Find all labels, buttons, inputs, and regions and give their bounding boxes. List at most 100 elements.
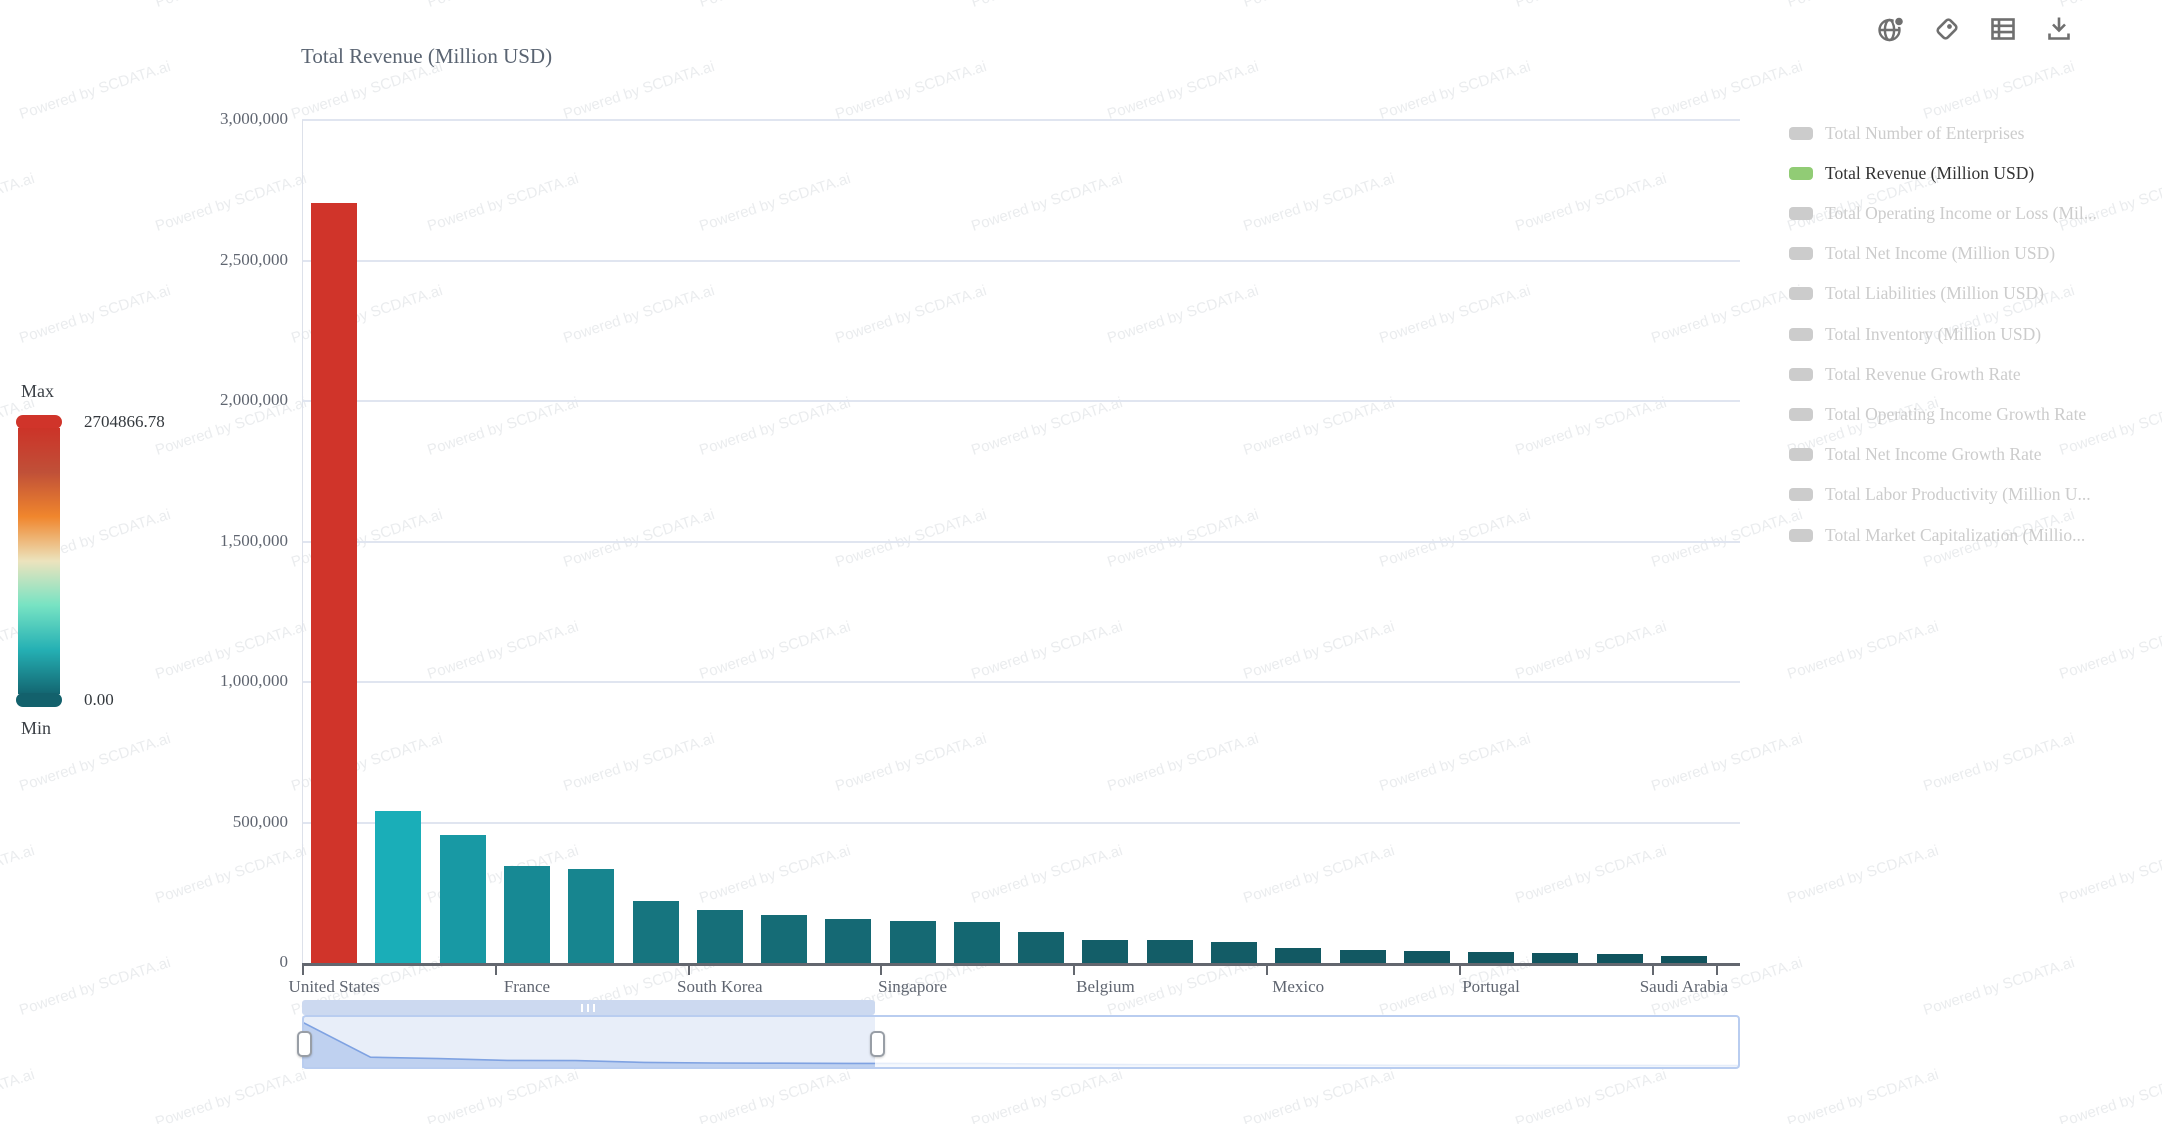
watermark-text: Powered by SCDATA.ai <box>1649 730 1805 795</box>
download-icon[interactable] <box>2044 14 2074 44</box>
legend-swatch-icon <box>1789 407 1813 421</box>
gridline <box>302 400 1740 402</box>
bar-rank-5[interactable] <box>568 869 615 963</box>
bar-rank-11[interactable] <box>953 922 1000 963</box>
watermark-text: Powered by SCDATA.ai <box>0 842 37 907</box>
y-axis-label: 1,500,000 <box>220 530 288 550</box>
watermark-text: Powered by SCDATA.ai <box>697 842 853 907</box>
watermark-text: Powered by SCDATA.ai <box>969 842 1125 907</box>
legend-item-10[interactable]: Total Labor Productivity (Million U... <box>1789 482 2091 508</box>
bar-rank-20[interactable] <box>1532 952 1579 963</box>
bar-rank-9[interactable] <box>825 918 872 963</box>
x-axis-label: Singapore <box>878 977 948 996</box>
watermark-text: Powered by SCDATA.ai <box>1921 730 2077 795</box>
legend-item-3[interactable]: Total Operating Income or Loss (Mil... <box>1789 200 2097 226</box>
legend-item-label: Total Revenue Growth Rate <box>1825 363 2021 384</box>
bar-united-states[interactable] <box>311 202 358 963</box>
watermark-text: Powered by SCDATA.ai <box>1241 618 1397 683</box>
x-axis-tick <box>1716 966 1718 975</box>
legend-item-label: Total Operating Income or Loss (Mil... <box>1825 202 2097 223</box>
data-zoom-move-bar[interactable] <box>302 1000 875 1015</box>
bar-portugal[interactable] <box>1468 952 1515 963</box>
watermark-text: Powered by SCDATA.ai <box>0 0 37 11</box>
globe-icon[interactable] <box>1876 14 1906 44</box>
bar-rank-3[interactable] <box>439 835 486 963</box>
watermark-text: Powered by SCDATA.ai <box>697 170 853 235</box>
watermark-text: Powered by SCDATA.ai <box>697 394 853 459</box>
legend-item-6[interactable]: Total Inventory (Million USD) <box>1789 321 2041 347</box>
gridline <box>302 821 1740 824</box>
watermark-text: Powered by SCDATA.ai <box>561 506 717 571</box>
y-axis-label: 500,000 <box>232 811 288 831</box>
tag-icon[interactable] <box>1932 14 1962 44</box>
watermark-text: Powered by SCDATA.ai <box>1241 0 1396 11</box>
legend-item-label: Total Net Income Growth Rate <box>1825 444 2042 465</box>
watermark-text: Powered by SCDATA.ai <box>969 170 1125 235</box>
bar-saudi-arabia[interactable] <box>1660 955 1707 963</box>
bar-rank-17[interactable] <box>1339 950 1386 963</box>
data-zoom-grip-icon[interactable] <box>581 1004 595 1012</box>
bar-rank-14[interactable] <box>1146 940 1193 963</box>
legend-item-label: Total Number of Enterprises <box>1825 122 2025 143</box>
bar-rank-6[interactable] <box>632 900 679 963</box>
bar-mexico[interactable] <box>1275 948 1322 963</box>
legend-item-5[interactable]: Total Liabilities (Million USD) <box>1789 281 2044 307</box>
watermark-text: Powered by SCDATA.ai <box>1921 954 2077 1019</box>
x-axis-label: Saudi Arabia <box>1639 977 1728 996</box>
visual-map-min-label: Min <box>21 718 52 738</box>
bar-belgium[interactable] <box>1082 939 1129 963</box>
legend-swatch-icon <box>1789 126 1813 140</box>
watermark-text: Powered by SCDATA.ai <box>1649 282 1805 347</box>
bar-south-korea[interactable] <box>696 910 743 963</box>
watermark-text: Powered by SCDATA.ai <box>425 170 581 235</box>
legend-item-8[interactable]: Total Operating Income Growth Rate <box>1789 401 2086 427</box>
bar-rank-2[interactable] <box>375 811 422 963</box>
data-zoom-selection <box>302 1016 875 1068</box>
chart-title: Total Revenue (Million USD) <box>301 44 553 68</box>
data-zoom-left-handle[interactable] <box>297 1031 312 1057</box>
watermark-text: Powered by SCDATA.ai <box>153 1066 309 1124</box>
bar-rank-8[interactable] <box>761 915 808 963</box>
x-axis-label: United States <box>288 977 380 996</box>
legend-item-1[interactable]: Total Number of Enterprises <box>1789 120 2024 146</box>
x-axis-tick <box>1073 966 1076 975</box>
bar-rank-15[interactable] <box>1210 941 1257 963</box>
legend-item-7[interactable]: Total Revenue Growth Rate <box>1789 361 2021 387</box>
x-axis-tick <box>1266 966 1269 975</box>
data-zoom-right-handle[interactable] <box>870 1031 885 1057</box>
bar-singapore[interactable] <box>889 920 936 963</box>
y-axis-label: 1,000,000 <box>220 671 288 690</box>
x-axis-tick <box>1651 966 1654 975</box>
bar-france[interactable] <box>503 866 550 963</box>
watermark-text: Powered by SCDATA.ai <box>1241 842 1397 907</box>
watermark-text: Powered by SCDATA.ai <box>1105 506 1261 571</box>
watermark-text: Powered by SCDATA.ai <box>153 170 309 235</box>
gridline <box>302 681 1740 683</box>
visual-map-min-handle <box>16 693 62 707</box>
legend-item-label: Total Inventory (Million USD) <box>1825 323 2042 344</box>
watermark-text: Powered by SCDATA.ai <box>1513 394 1669 459</box>
watermark-text: Powered by SCDATA.ai <box>1241 394 1397 459</box>
watermark-text: Powered by SCDATA.ai <box>425 618 581 683</box>
watermark-text: Powered by SCDATA.ai <box>1377 730 1533 795</box>
legend-item-9[interactable]: Total Net Income Growth Rate <box>1789 442 2042 468</box>
watermark-text: Powered by SCDATA.ai <box>833 282 989 347</box>
legend-item-4[interactable]: Total Net Income (Million USD) <box>1789 241 2055 267</box>
watermark-text: Powered by SCDATA.ai <box>697 0 852 11</box>
bar-rank-18[interactable] <box>1403 951 1450 963</box>
watermark-text: Powered by SCDATA.ai <box>969 394 1125 459</box>
bar-rank-12[interactable] <box>1018 931 1065 963</box>
legend-item-11[interactable]: Total Market Capitalization (Millio... <box>1789 522 2085 548</box>
watermark-text: Powered by SCDATA.ai <box>1105 58 1261 123</box>
data-view-icon[interactable] <box>1988 14 2018 44</box>
x-axis-label: Belgium <box>1076 977 1135 996</box>
watermark-text: Powered by SCDATA.ai <box>833 58 989 123</box>
legend-item-label: Total Revenue (Million USD) <box>1825 162 2035 183</box>
bar-rank-21[interactable] <box>1596 953 1643 963</box>
data-zoom-preview[interactable] <box>302 1000 1740 1078</box>
watermark-text: Powered by SCDATA.ai <box>1105 730 1261 795</box>
legend-item-2[interactable]: Total Revenue (Million USD) <box>1789 160 2034 186</box>
legend-item-label: Total Market Capitalization (Millio... <box>1825 524 2086 545</box>
visual-map-max-handle <box>16 415 62 429</box>
